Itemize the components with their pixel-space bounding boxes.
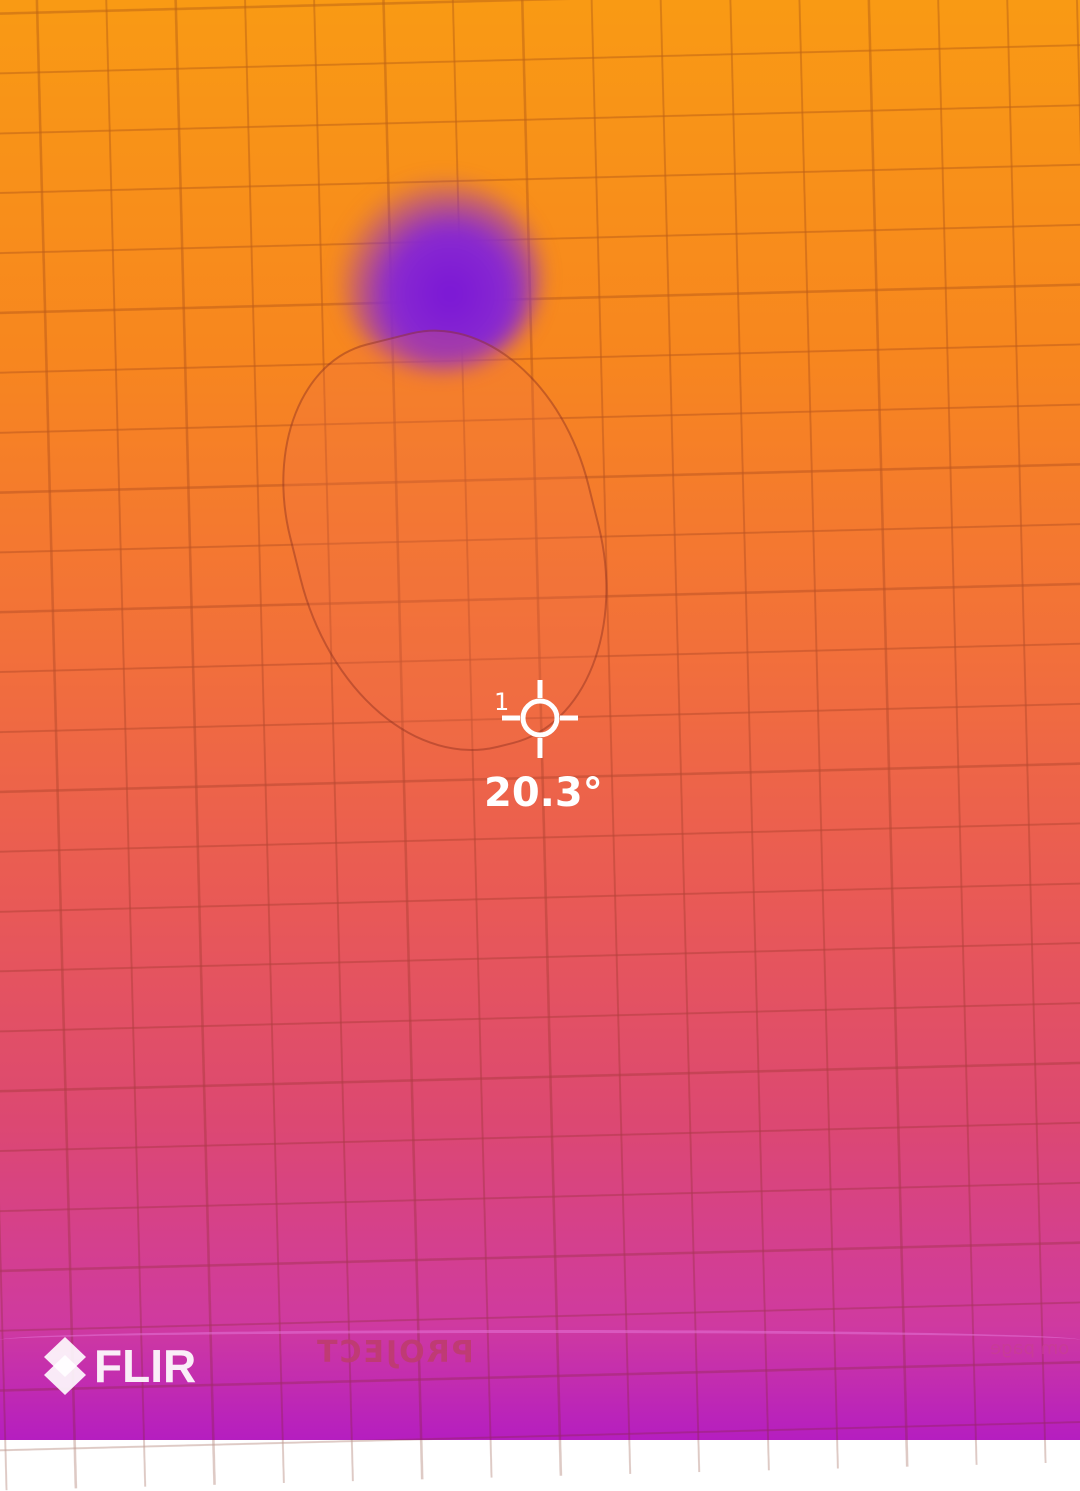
logo-text: FLIR xyxy=(94,1340,197,1392)
paper-corner-text: om page xyxy=(990,1338,1070,1359)
paper-edge xyxy=(0,1330,1080,1393)
cold-spot xyxy=(340,180,540,370)
spot-temperature: 20.3° xyxy=(484,770,603,816)
logo: FLIR xyxy=(42,1335,196,1397)
paper-text: PROJECT xyxy=(315,1335,474,1370)
logo-mark xyxy=(44,1337,86,1395)
thermal-image xyxy=(0,0,1080,1440)
spot-meter xyxy=(502,680,578,758)
spot-label: 1 xyxy=(494,688,510,716)
